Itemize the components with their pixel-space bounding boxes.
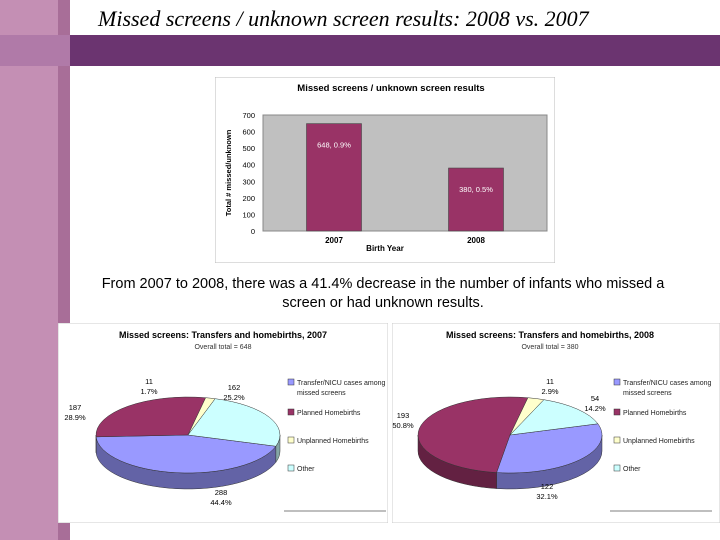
bar-2008 bbox=[448, 167, 504, 232]
title-band bbox=[70, 0, 720, 35]
chart-title: Missed screens: Transfers and homebirths… bbox=[119, 330, 327, 340]
y-axis-label: Total # missed/unknown bbox=[224, 129, 233, 216]
legend-swatch bbox=[287, 464, 295, 472]
legend-label: Unplanned Homebirths bbox=[297, 438, 369, 445]
legend-label: Transfer/NICU cases among missed screens bbox=[623, 380, 712, 397]
bar-chart: Missed screens / unknown screen results 0… bbox=[215, 77, 555, 263]
slice-percent-label: 50.8% bbox=[392, 421, 414, 430]
pie-slice bbox=[417, 396, 529, 473]
y-tick-label: 100 bbox=[242, 210, 255, 219]
y-tick-label: 700 bbox=[242, 111, 255, 120]
legend-swatch bbox=[287, 436, 295, 444]
y-tick-label: 300 bbox=[242, 177, 255, 186]
slice-percent-label: 1.7% bbox=[140, 387, 157, 396]
legend-swatch bbox=[287, 408, 295, 416]
slice-value-label: 11 bbox=[145, 377, 153, 386]
legend-label: Other bbox=[297, 466, 315, 473]
pie-chart-2008: Missed screens: Transfers and homebirths… bbox=[392, 323, 720, 523]
left-sidebar-band bbox=[0, 0, 58, 540]
slide-title: Missed screens / unknown screen results:… bbox=[98, 6, 589, 31]
bar-2007 bbox=[306, 123, 362, 232]
header-band bbox=[70, 35, 720, 66]
x-tick-label: 2007 bbox=[325, 236, 343, 245]
chart-title: Missed screens / unknown screen results bbox=[297, 83, 484, 94]
legend-label: Planned Homebirths bbox=[297, 410, 361, 417]
legend-label: Planned Homebirths bbox=[623, 410, 687, 417]
slice-value-label: 162 bbox=[228, 383, 241, 392]
slice-value-label: 122 bbox=[541, 482, 554, 491]
slice-percent-label: 32.1% bbox=[536, 492, 558, 501]
slice-percent-label: 14.2% bbox=[584, 404, 606, 413]
legend-swatch bbox=[613, 464, 621, 472]
x-axis-label: Birth Year bbox=[366, 244, 404, 253]
chart-subtitle: Overall total = 648 bbox=[194, 344, 251, 351]
y-tick-label: 0 bbox=[251, 227, 255, 236]
legend-label: Unplanned Homebirths bbox=[623, 438, 695, 445]
x-tick-label: 2008 bbox=[467, 236, 485, 245]
legend-swatch bbox=[287, 378, 295, 386]
pie-slice bbox=[95, 434, 277, 474]
slice-percent-label: 44.4% bbox=[210, 498, 232, 507]
legend-swatch bbox=[613, 408, 621, 416]
chart-title: Missed screens: Transfers and homebirths… bbox=[446, 330, 654, 340]
pie-slice bbox=[187, 398, 281, 447]
slice-value-label: 11 bbox=[546, 377, 554, 386]
y-tick-label: 500 bbox=[242, 144, 255, 153]
slice-value-label: 54 bbox=[591, 394, 599, 403]
bar-data-label: 648, 0.9% bbox=[317, 141, 351, 150]
slide-caption: From 2007 to 2008, there was a 41.4% dec… bbox=[101, 276, 665, 311]
plot-area bbox=[262, 114, 548, 232]
pie-slice bbox=[509, 399, 599, 436]
slice-percent-label: 2.9% bbox=[541, 387, 558, 396]
legend-label: Transfer/NICU cases among missed screens bbox=[297, 380, 386, 397]
slice-value-label: 288 bbox=[215, 488, 228, 497]
legend-label: Other bbox=[623, 466, 641, 473]
slice-percent-label: 28.9% bbox=[64, 413, 86, 422]
header-band-left bbox=[0, 35, 70, 66]
pie-slice bbox=[95, 396, 207, 438]
chart-subtitle: Overall total = 380 bbox=[521, 344, 578, 351]
legend-swatch bbox=[613, 436, 621, 444]
pie-chart-2007: Missed screens: Transfers and homebirths… bbox=[58, 323, 388, 523]
slice-value-label: 187 bbox=[69, 403, 82, 412]
slice-percent-label: 25.2% bbox=[223, 393, 245, 402]
y-tick-label: 600 bbox=[242, 128, 255, 137]
pie-slice bbox=[496, 423, 603, 474]
slice-value-label: 193 bbox=[397, 411, 410, 420]
y-tick-label: 200 bbox=[242, 194, 255, 203]
y-tick-label: 400 bbox=[242, 161, 255, 170]
legend-swatch bbox=[613, 378, 621, 386]
bar-data-label: 380, 0.5% bbox=[459, 185, 493, 194]
